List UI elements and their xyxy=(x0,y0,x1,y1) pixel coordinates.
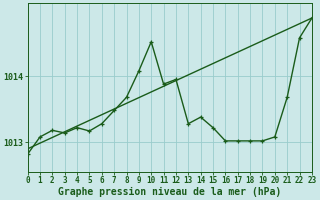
X-axis label: Graphe pression niveau de la mer (hPa): Graphe pression niveau de la mer (hPa) xyxy=(58,186,281,197)
